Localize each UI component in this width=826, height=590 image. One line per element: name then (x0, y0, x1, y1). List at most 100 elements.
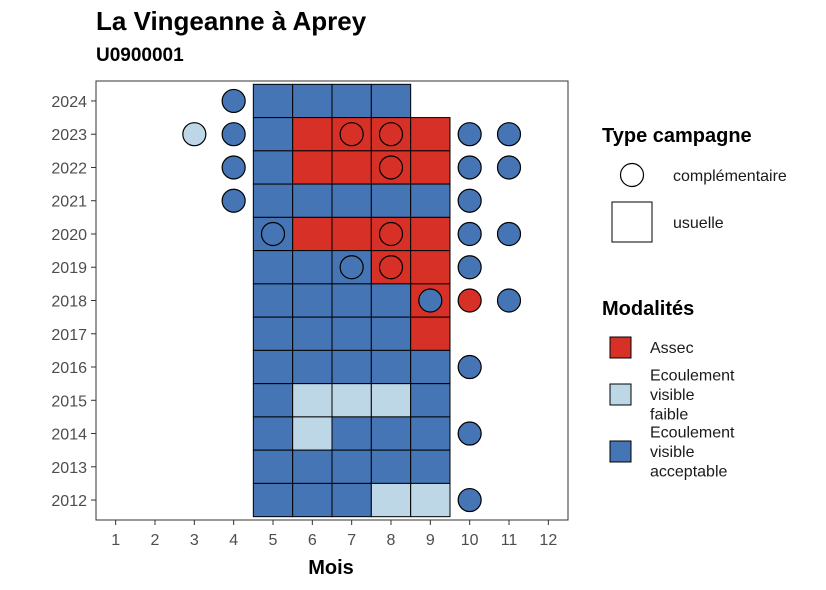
point-2012-10 (457, 487, 482, 513)
tile-2020-7 (331, 216, 372, 252)
x-tick-label-4: 4 (229, 532, 238, 549)
tile-2021-6 (292, 183, 333, 218)
legend-key-acceptable (609, 440, 632, 463)
tile-2019-9 (410, 250, 451, 285)
tile-2014-9 (410, 416, 451, 451)
point-2023-8 (378, 122, 404, 147)
tile-2017-8 (370, 316, 412, 351)
x-tick-label-1: 1 (111, 532, 120, 549)
tile-2014-8 (370, 416, 412, 451)
x-axis: 1 2 3 4 5 6 7 8 9 10 11 12 (111, 520, 557, 549)
point-2023-10 (457, 122, 482, 147)
point-2023-7 (339, 122, 364, 147)
point-2018-9 (418, 288, 443, 313)
point-2023-4 (221, 122, 246, 147)
tile-2022-9 (410, 150, 451, 185)
tile-2017-9 (410, 316, 451, 351)
x-tick-label-5: 5 (269, 532, 278, 549)
tile-2017-5 (252, 316, 294, 351)
y-tick-label-2019: 2019 (51, 260, 87, 277)
tile-2014-5 (252, 416, 294, 451)
tile-2020-9 (410, 216, 451, 252)
tile-2018-5 (252, 283, 294, 318)
tile-2015-8 (370, 383, 412, 418)
tile-2017-7 (331, 316, 372, 351)
legend-label-faible: Ecoulement visible faible (650, 368, 735, 424)
y-tick-label-2017: 2017 (51, 327, 87, 344)
tile-2020-6 (292, 216, 333, 252)
legend-title-type: Type campagne (602, 125, 752, 147)
tile-2023-6 (292, 117, 333, 152)
x-tick-label-8: 8 (387, 532, 396, 549)
chart-subtitle: U0900001 (96, 45, 184, 66)
tile-2022-7 (331, 150, 372, 185)
y-tick-label-2020: 2020 (51, 227, 87, 244)
x-tick-label-2: 2 (151, 532, 160, 549)
tile-2016-5 (252, 349, 294, 385)
point-2019-8 (378, 255, 404, 280)
tile-2014-7 (331, 416, 372, 451)
tile-2021-5 (252, 183, 294, 218)
y-tick-label-2016: 2016 (51, 360, 87, 377)
tile-2023-5 (252, 117, 294, 152)
y-tick-label-2022: 2022 (51, 160, 87, 177)
tile-2018-8 (370, 283, 412, 318)
tile-2015-6 (292, 383, 333, 418)
point-2021-4 (221, 188, 246, 213)
y-tick-label-2021: 2021 (51, 194, 87, 211)
point-2020-5 (260, 221, 286, 247)
y-tick-label-2015: 2015 (51, 393, 87, 410)
tile-2016-6 (292, 349, 333, 385)
point-2022-8 (378, 155, 404, 180)
legend-key-faible (609, 383, 632, 406)
point-2019-7 (339, 255, 364, 280)
chart-title: La Vingeanne à Aprey (96, 6, 367, 36)
tile-2016-9 (410, 349, 451, 385)
legend-key-usuelle (611, 201, 653, 243)
tile-2022-6 (292, 150, 333, 185)
y-axis: 2012 2013 2014 2015 2016 2017 2018 2019 2020 2021… (51, 94, 96, 510)
point-2014-10 (457, 421, 482, 446)
x-axis-title: Mois (308, 557, 354, 579)
tile-2024-7 (331, 83, 372, 119)
legend-key-assec (609, 336, 632, 359)
tile-2015-7 (331, 383, 372, 418)
y-tick-label-2023: 2023 (51, 127, 87, 144)
legend: Type campagne complémentaire usuelle Modali… (602, 125, 787, 481)
y-tick-label-2024: 2024 (51, 94, 87, 111)
legend-label-acceptable: Ecoulement visible acceptable (650, 425, 735, 481)
point-2022-11 (496, 155, 522, 180)
tile-2024-6 (292, 83, 333, 119)
legend-label-assec: Assec (650, 340, 694, 357)
tile-2018-7 (331, 283, 372, 318)
x-tick-label-12: 12 (539, 532, 557, 549)
point-2021-10 (457, 188, 482, 213)
tile-2018-6 (292, 283, 333, 318)
tile-2017-6 (292, 316, 333, 351)
tile-2024-5 (252, 83, 294, 119)
legend-label-usuelle: usuelle (673, 215, 724, 232)
point-2018-10 (457, 288, 482, 313)
tile-2013-8 (370, 449, 412, 484)
y-tick-label-2018: 2018 (51, 294, 87, 311)
x-tick-label-9: 9 (426, 532, 435, 549)
tile-2013-9 (410, 449, 451, 484)
x-tick-label-3: 3 (190, 532, 199, 549)
tile-2013-7 (331, 449, 372, 484)
tile-2015-5 (252, 383, 294, 418)
tile-2012-7 (331, 482, 372, 518)
point-2019-10 (457, 255, 482, 280)
legend-title-modalites: Modalités (602, 298, 694, 320)
tile-2019-5 (252, 250, 294, 285)
tile-2022-5 (252, 150, 294, 185)
point-2023-3 (182, 122, 207, 147)
tile-2021-7 (331, 183, 372, 218)
tile-2012-9 (410, 482, 451, 518)
point-2022-10 (457, 155, 482, 180)
tile-2013-6 (292, 449, 333, 484)
legend-label-complementaire: complémentaire (673, 168, 787, 185)
tile-2023-9 (410, 117, 451, 152)
legend-key-complementaire (619, 162, 645, 188)
y-tick-label-2014: 2014 (51, 427, 87, 444)
